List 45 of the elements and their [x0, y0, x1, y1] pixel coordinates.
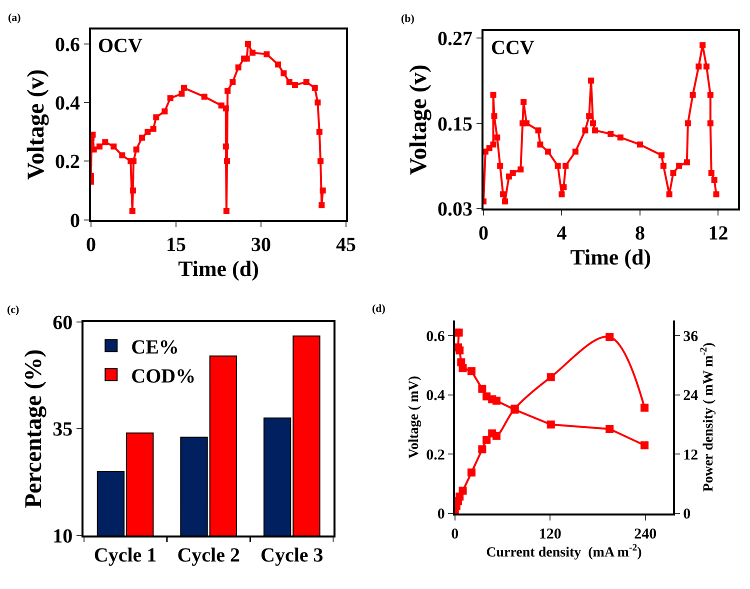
x-tick-label: 0 — [86, 234, 96, 256]
annotation: CCV — [491, 37, 535, 59]
y-tick-label: 60 — [52, 312, 73, 334]
y-tick-label: 35 — [52, 418, 73, 441]
x-axis-title: Time (d) — [178, 256, 259, 281]
y-tick-label: 0.15 — [437, 113, 472, 136]
y-axis-title: Percentage (%) — [21, 349, 48, 508]
x-tick-label: 12 — [708, 222, 728, 244]
chart-title: (d) — [372, 303, 386, 315]
y-tick-label: 0.27 — [437, 28, 472, 50]
y2-tick-label: 12 — [683, 447, 698, 464]
x-tick-label: 45 — [336, 234, 356, 256]
x-axis-title: Time (d) — [570, 244, 652, 270]
y2-tick-label: 0 — [683, 506, 691, 523]
x-tick-label: Cycle 3 — [260, 544, 324, 567]
y-tick-label: 0.4 — [54, 92, 80, 115]
chart-title: (a) — [8, 12, 22, 24]
x-tick-label: 120 — [538, 526, 562, 542]
y-tick-label: 10 — [52, 526, 73, 548]
x-tick-label: Cycle 1 — [94, 544, 157, 567]
y-axis-title: Voltage (v) — [406, 64, 432, 175]
y-tick-label: 0 — [437, 506, 445, 523]
legend-label: CE% — [131, 336, 179, 358]
y-tick-label: 0.6 — [426, 328, 446, 345]
x-tick-label: 8 — [634, 222, 645, 244]
y2-tick-label: 24 — [683, 388, 699, 404]
x-tick-label: Cycle 2 — [177, 544, 240, 567]
x-tick-label: 4 — [556, 222, 567, 244]
x-tick-label: 240 — [634, 526, 657, 542]
legend-label: COD% — [131, 365, 196, 388]
y2-tick-label: 36 — [683, 328, 699, 345]
chart-title: (b) — [401, 13, 415, 25]
y-axis-title: Voltage (v) — [24, 69, 50, 180]
chart-title: (c) — [7, 304, 20, 316]
annotation: OCV — [98, 35, 143, 57]
x-tick-label: 15 — [166, 234, 186, 256]
y-tick-label: 0.2 — [54, 151, 80, 174]
x-axis-title: Current density (mA m$^{-2}$) — [486, 542, 642, 560]
x-tick-label: 30 — [251, 234, 272, 256]
y-tick-label: 0.2 — [426, 447, 445, 464]
y-tick-label: 0.03 — [437, 198, 472, 220]
y-tick-label: 0.6 — [54, 34, 80, 56]
x-tick-label: 0 — [478, 222, 488, 244]
y-axis-title: Voltage ( mV) — [407, 375, 422, 458]
y-tick-label: 0.4 — [426, 388, 446, 404]
